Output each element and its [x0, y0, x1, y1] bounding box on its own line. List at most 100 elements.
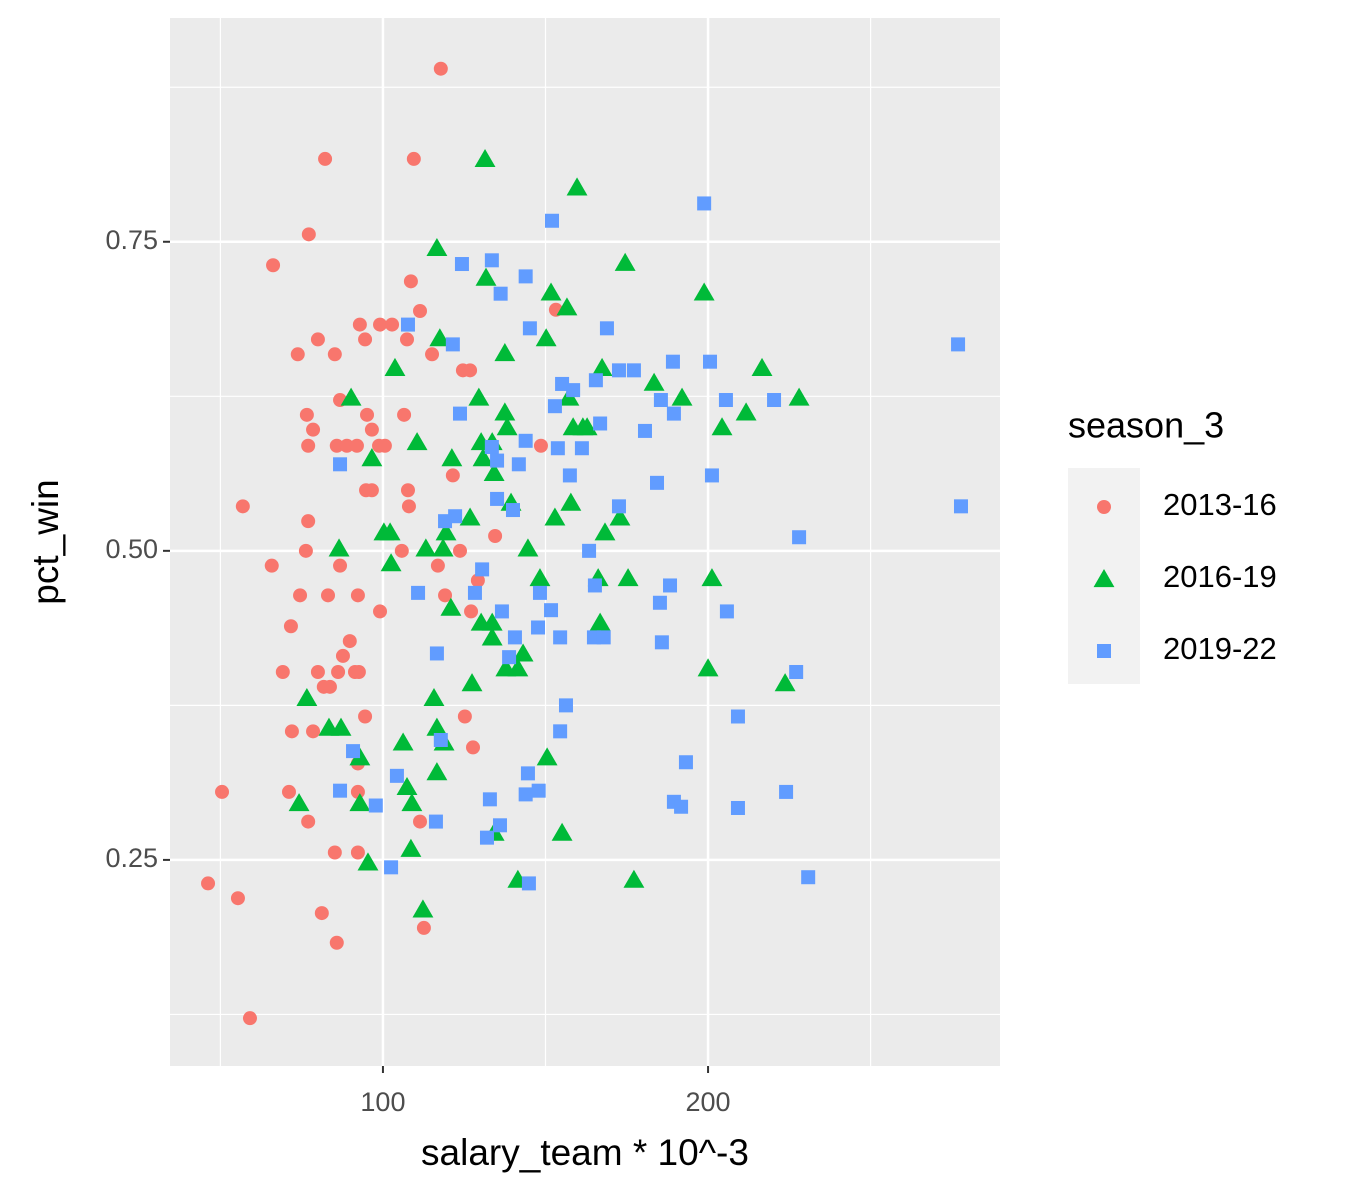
point: [333, 783, 348, 798]
point: [306, 724, 321, 739]
point: [400, 317, 415, 332]
point: [415, 538, 437, 557]
x-axis-title: salary_team * 10^-3: [421, 1132, 749, 1173]
point: [358, 709, 373, 724]
point: [328, 538, 350, 557]
point: [587, 578, 602, 593]
point: [611, 363, 626, 378]
point: [494, 604, 509, 619]
point: [951, 337, 966, 352]
point: [392, 732, 414, 751]
point: [426, 237, 448, 257]
point: [433, 61, 448, 76]
point: [432, 538, 454, 557]
point: [288, 793, 310, 812]
point: [322, 679, 337, 694]
point: [558, 698, 573, 713]
point: [730, 709, 745, 724]
point: [789, 664, 804, 679]
point: [357, 852, 379, 871]
point: [335, 648, 350, 663]
point: [502, 650, 517, 665]
point: [719, 604, 734, 619]
point: [358, 332, 373, 347]
point: [507, 630, 522, 645]
point: [533, 438, 548, 453]
legend-key: [1097, 644, 1111, 658]
point: [470, 573, 485, 588]
point: [364, 422, 379, 437]
legend-label: 2019-22: [1163, 631, 1277, 666]
point: [520, 766, 535, 781]
point: [438, 514, 453, 529]
point: [609, 507, 631, 526]
point: [671, 387, 693, 406]
point: [953, 499, 968, 514]
point: [556, 297, 578, 316]
point: [464, 604, 479, 619]
point: [342, 634, 357, 649]
point: [352, 317, 367, 332]
point: [614, 252, 636, 271]
point: [329, 935, 344, 950]
point: [482, 792, 497, 807]
point: [553, 724, 568, 739]
point: [535, 328, 557, 347]
point: [540, 282, 562, 301]
point: [275, 664, 290, 679]
point: [428, 814, 443, 829]
point: [490, 491, 505, 506]
point: [475, 562, 490, 577]
y-axis-title: pct_win: [25, 479, 66, 604]
point: [215, 784, 230, 799]
point: [574, 441, 589, 456]
point: [666, 406, 681, 421]
point: [397, 407, 412, 422]
point: [413, 303, 428, 318]
point: [299, 407, 314, 422]
point: [654, 635, 669, 650]
point: [623, 869, 645, 888]
point: [329, 438, 344, 453]
point: [511, 457, 526, 472]
point: [284, 724, 299, 739]
point: [327, 845, 342, 860]
point: [340, 387, 362, 406]
point: [416, 920, 431, 935]
point: [711, 417, 733, 436]
point: [518, 787, 533, 802]
point: [611, 499, 626, 514]
point: [522, 321, 537, 336]
point: [792, 530, 807, 545]
point: [350, 784, 365, 799]
point: [550, 441, 565, 456]
point: [704, 468, 719, 483]
point: [643, 372, 665, 391]
point: [599, 321, 614, 336]
point: [423, 687, 445, 707]
point: [433, 732, 448, 747]
point: [512, 643, 534, 662]
x-tick-label: 200: [686, 1087, 731, 1117]
point: [730, 800, 745, 815]
point: [544, 603, 559, 618]
point: [394, 543, 409, 558]
point: [531, 620, 546, 635]
point: [481, 612, 503, 631]
point: [400, 838, 422, 857]
point: [331, 664, 346, 679]
point: [663, 578, 678, 593]
point: [653, 393, 668, 408]
point: [445, 468, 460, 483]
point: [665, 354, 680, 369]
point: [652, 595, 667, 610]
point: [536, 747, 558, 766]
point: [718, 393, 733, 408]
point: [562, 468, 577, 483]
point: [560, 492, 582, 511]
point: [314, 906, 329, 921]
point: [479, 830, 494, 845]
point: [361, 448, 383, 467]
point: [626, 363, 641, 378]
x-tick-label: 100: [360, 1087, 405, 1117]
